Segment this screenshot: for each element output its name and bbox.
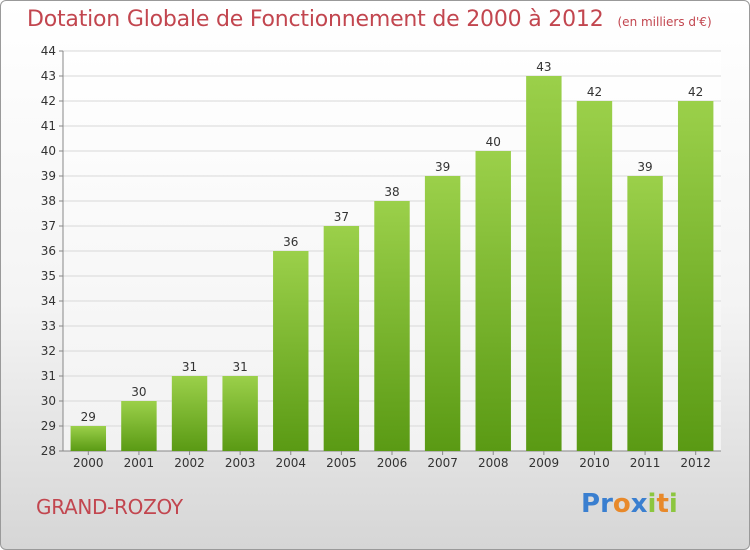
logo-letter: o [612,489,631,519]
bar [424,176,461,451]
bar [323,226,360,451]
y-tick-label: 43 [41,69,56,83]
bar-value-label: 31 [233,360,248,374]
x-tick-label: 2004 [275,456,306,470]
x-tick-label: 2010 [579,456,610,470]
bar-value-label: 37 [334,210,349,224]
y-tick-label: 31 [41,369,56,383]
x-tick-label: 2000 [73,456,104,470]
y-tick-label: 42 [41,94,56,108]
bar [121,401,157,451]
bar [171,376,208,451]
y-tick-label: 38 [41,194,56,208]
x-tick-label: 2003 [225,456,256,470]
title-line: Dotation Globale de Fonctionnement de 20… [27,7,712,32]
x-tick-label: 2005 [326,456,357,470]
bar [576,101,613,451]
y-tick-label: 44 [41,44,56,58]
y-tick-label: 35 [41,269,56,283]
bar-value-label: 40 [486,135,501,149]
bar-value-label: 42 [587,85,602,99]
chart-subtitle: (en milliers d'€) [617,15,712,29]
proxiti-logo: Proxiti [581,489,678,519]
chart-title: Dotation Globale de Fonctionnement de 20… [27,7,604,32]
bar [526,76,562,451]
y-tick-label: 32 [41,344,56,358]
bar-value-label: 36 [283,235,298,249]
bar-value-label: 42 [688,85,703,99]
bar [222,376,258,451]
bar [273,251,309,451]
bar [677,101,714,451]
bar-value-label: 38 [384,185,399,199]
logo-letter: r [600,489,613,519]
y-tick-label: 29 [41,419,56,433]
y-tick-label: 28 [41,444,56,458]
bar [475,151,511,451]
bar-value-label: 30 [131,385,146,399]
x-tick-label: 2009 [529,456,560,470]
bar-value-label: 39 [435,160,450,174]
bar-value-label: 43 [536,60,551,74]
logo-letter: P [581,489,601,519]
y-tick-label: 37 [41,219,56,233]
commune-name: GRAND-ROZOY [36,495,183,519]
bar [70,426,107,451]
bar [374,201,410,451]
y-tick-label: 39 [41,169,56,183]
y-tick-label: 41 [41,119,56,133]
x-tick-label: 2002 [174,456,205,470]
x-tick-label: 2011 [630,456,661,470]
logo-letter: x [630,489,648,519]
y-tick-label: 30 [41,394,56,408]
logo-letter: i [668,489,678,519]
bar-value-label: 39 [637,160,652,174]
logo-letter: i [647,489,657,519]
x-tick-label: 2008 [478,456,509,470]
bar-value-label: 31 [182,360,197,374]
logo-letter: t [656,489,669,519]
y-tick-label: 40 [41,144,56,158]
x-tick-label: 2012 [680,456,711,470]
y-tick-label: 36 [41,244,56,258]
y-tick-label: 34 [41,294,56,308]
bar [627,176,663,451]
x-tick-label: 2001 [124,456,155,470]
x-tick-label: 2006 [377,456,408,470]
x-tick-label: 2007 [427,456,458,470]
bar-value-label: 29 [81,410,96,424]
y-tick-label: 33 [41,319,56,333]
